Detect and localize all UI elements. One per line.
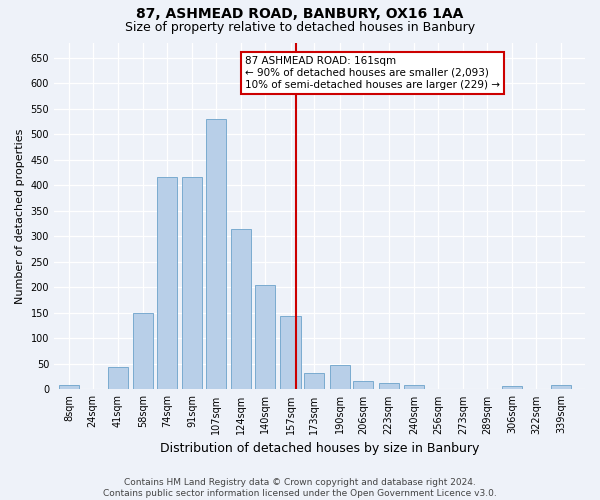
Bar: [304, 372, 325, 390]
Bar: [551, 386, 571, 390]
Text: 87 ASHMEAD ROAD: 161sqm
← 90% of detached houses are smaller (2,093)
10% of semi: 87 ASHMEAD ROAD: 161sqm ← 90% of detache…: [245, 56, 500, 90]
Y-axis label: Number of detached properties: Number of detached properties: [15, 128, 25, 304]
Bar: [280, 316, 301, 390]
Bar: [379, 383, 399, 390]
Bar: [255, 285, 275, 390]
Text: 87, ASHMEAD ROAD, BANBURY, OX16 1AA: 87, ASHMEAD ROAD, BANBURY, OX16 1AA: [136, 8, 464, 22]
Bar: [59, 386, 79, 390]
Text: Contains HM Land Registry data © Crown copyright and database right 2024.
Contai: Contains HM Land Registry data © Crown c…: [103, 478, 497, 498]
X-axis label: Distribution of detached houses by size in Banbury: Distribution of detached houses by size …: [160, 442, 479, 455]
Bar: [133, 313, 154, 390]
Bar: [206, 119, 226, 390]
Bar: [232, 228, 251, 390]
Bar: [329, 366, 350, 390]
Bar: [404, 386, 424, 390]
Bar: [157, 176, 177, 390]
Bar: [353, 381, 373, 390]
Bar: [108, 367, 128, 390]
Bar: [182, 176, 202, 390]
Text: Size of property relative to detached houses in Banbury: Size of property relative to detached ho…: [125, 21, 475, 34]
Bar: [502, 386, 522, 390]
